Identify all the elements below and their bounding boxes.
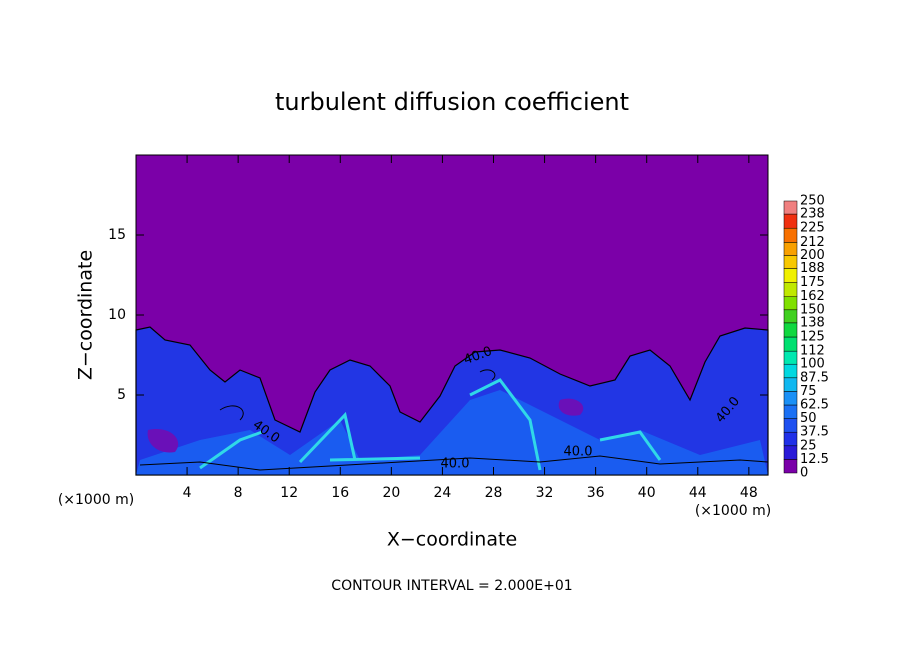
- x-tick-label: 12: [280, 485, 298, 501]
- colorbar-label: 112: [800, 344, 825, 359]
- colorbar-bin: [783, 431, 798, 447]
- colorbar-label: 25: [800, 438, 817, 453]
- colorbar-label: 238: [800, 207, 825, 222]
- colorbar-bin: [783, 309, 798, 324]
- colorbar-bin: [783, 418, 798, 433]
- x-tick-label: 24: [434, 485, 452, 501]
- x-tick-label: 44: [689, 485, 707, 501]
- x-tick-label: 36: [587, 485, 605, 501]
- colorbar-label: 0: [800, 466, 808, 481]
- footer-note: CONTOUR INTERVAL = 2.000E+01: [331, 578, 572, 594]
- colorbar-bin: [783, 242, 798, 256]
- x-tick-label: 4: [183, 485, 192, 501]
- field: [135, 155, 769, 476]
- y-tick-label: 15: [108, 227, 126, 243]
- colorbar-label: 100: [800, 357, 825, 372]
- colorbar-label: 50: [800, 411, 817, 426]
- colorbar-bin: [783, 336, 798, 352]
- y-tick-label: 10: [108, 307, 126, 323]
- colorbar-bin: [783, 445, 798, 460]
- colorbar-bin: [783, 268, 798, 283]
- colorbar-label: 250: [800, 194, 825, 209]
- x-tick-label: 40: [638, 485, 656, 501]
- chart-title: turbulent diffusion coefficient: [275, 88, 629, 116]
- y-tick-label: 5: [117, 387, 126, 403]
- colorbar-label: 175: [800, 275, 825, 290]
- contour-label: 40.0: [441, 457, 470, 472]
- colorbar-bin: [783, 322, 798, 338]
- colorbar-bin: [783, 377, 798, 392]
- colorbar-label: 87.5: [800, 370, 829, 385]
- x-axis-label: X−coordinate: [387, 529, 517, 551]
- colorbar-label: 162: [800, 289, 825, 304]
- field-region: [199, 378, 662, 471]
- colorbar-bin: [783, 350, 798, 365]
- colorbar-bin: [783, 282, 798, 297]
- colorbar-label: 37.5: [800, 425, 829, 440]
- colorbar-bin: [783, 255, 798, 269]
- contour-label: 40.0: [564, 445, 593, 460]
- colorbar-bin: [783, 404, 798, 419]
- field-region: [136, 390, 768, 475]
- colorbar-bin: [783, 391, 798, 406]
- x-tick-label: 28: [485, 485, 503, 501]
- colorbar-label: 150: [800, 302, 825, 317]
- colorbar-label: 75: [800, 384, 817, 399]
- colorbar-label: 188: [800, 261, 825, 276]
- colorbar-label: 212: [800, 235, 825, 250]
- x-tick-label: 32: [536, 485, 554, 501]
- colorbar-label: 138: [800, 315, 825, 330]
- x-unit: (×1000 m): [58, 492, 134, 508]
- field-region: [139, 369, 769, 471]
- colorbar-label: 200: [800, 248, 825, 263]
- colorbar-bin: [783, 213, 798, 229]
- colorbar-bin: [783, 227, 798, 243]
- x-unit: (×1000 m): [695, 503, 771, 519]
- colorbar-label: 62.5: [800, 398, 829, 413]
- x-tick-label: 16: [331, 485, 349, 501]
- colorbar-bin: [783, 296, 798, 311]
- colorbar-label: 225: [800, 221, 825, 236]
- x-tick-label: 8: [234, 485, 243, 501]
- colorbar-label: 125: [800, 330, 825, 345]
- colorbar-bin: [783, 363, 798, 379]
- colorbar-label: 12.5: [800, 452, 829, 467]
- x-tick-label: 20: [382, 485, 400, 501]
- colorbar-bin: [783, 459, 798, 474]
- colorbar-bin: [783, 200, 798, 215]
- y-axis-label: Z−coordinate: [75, 250, 97, 380]
- x-tick-label: 48: [740, 485, 758, 501]
